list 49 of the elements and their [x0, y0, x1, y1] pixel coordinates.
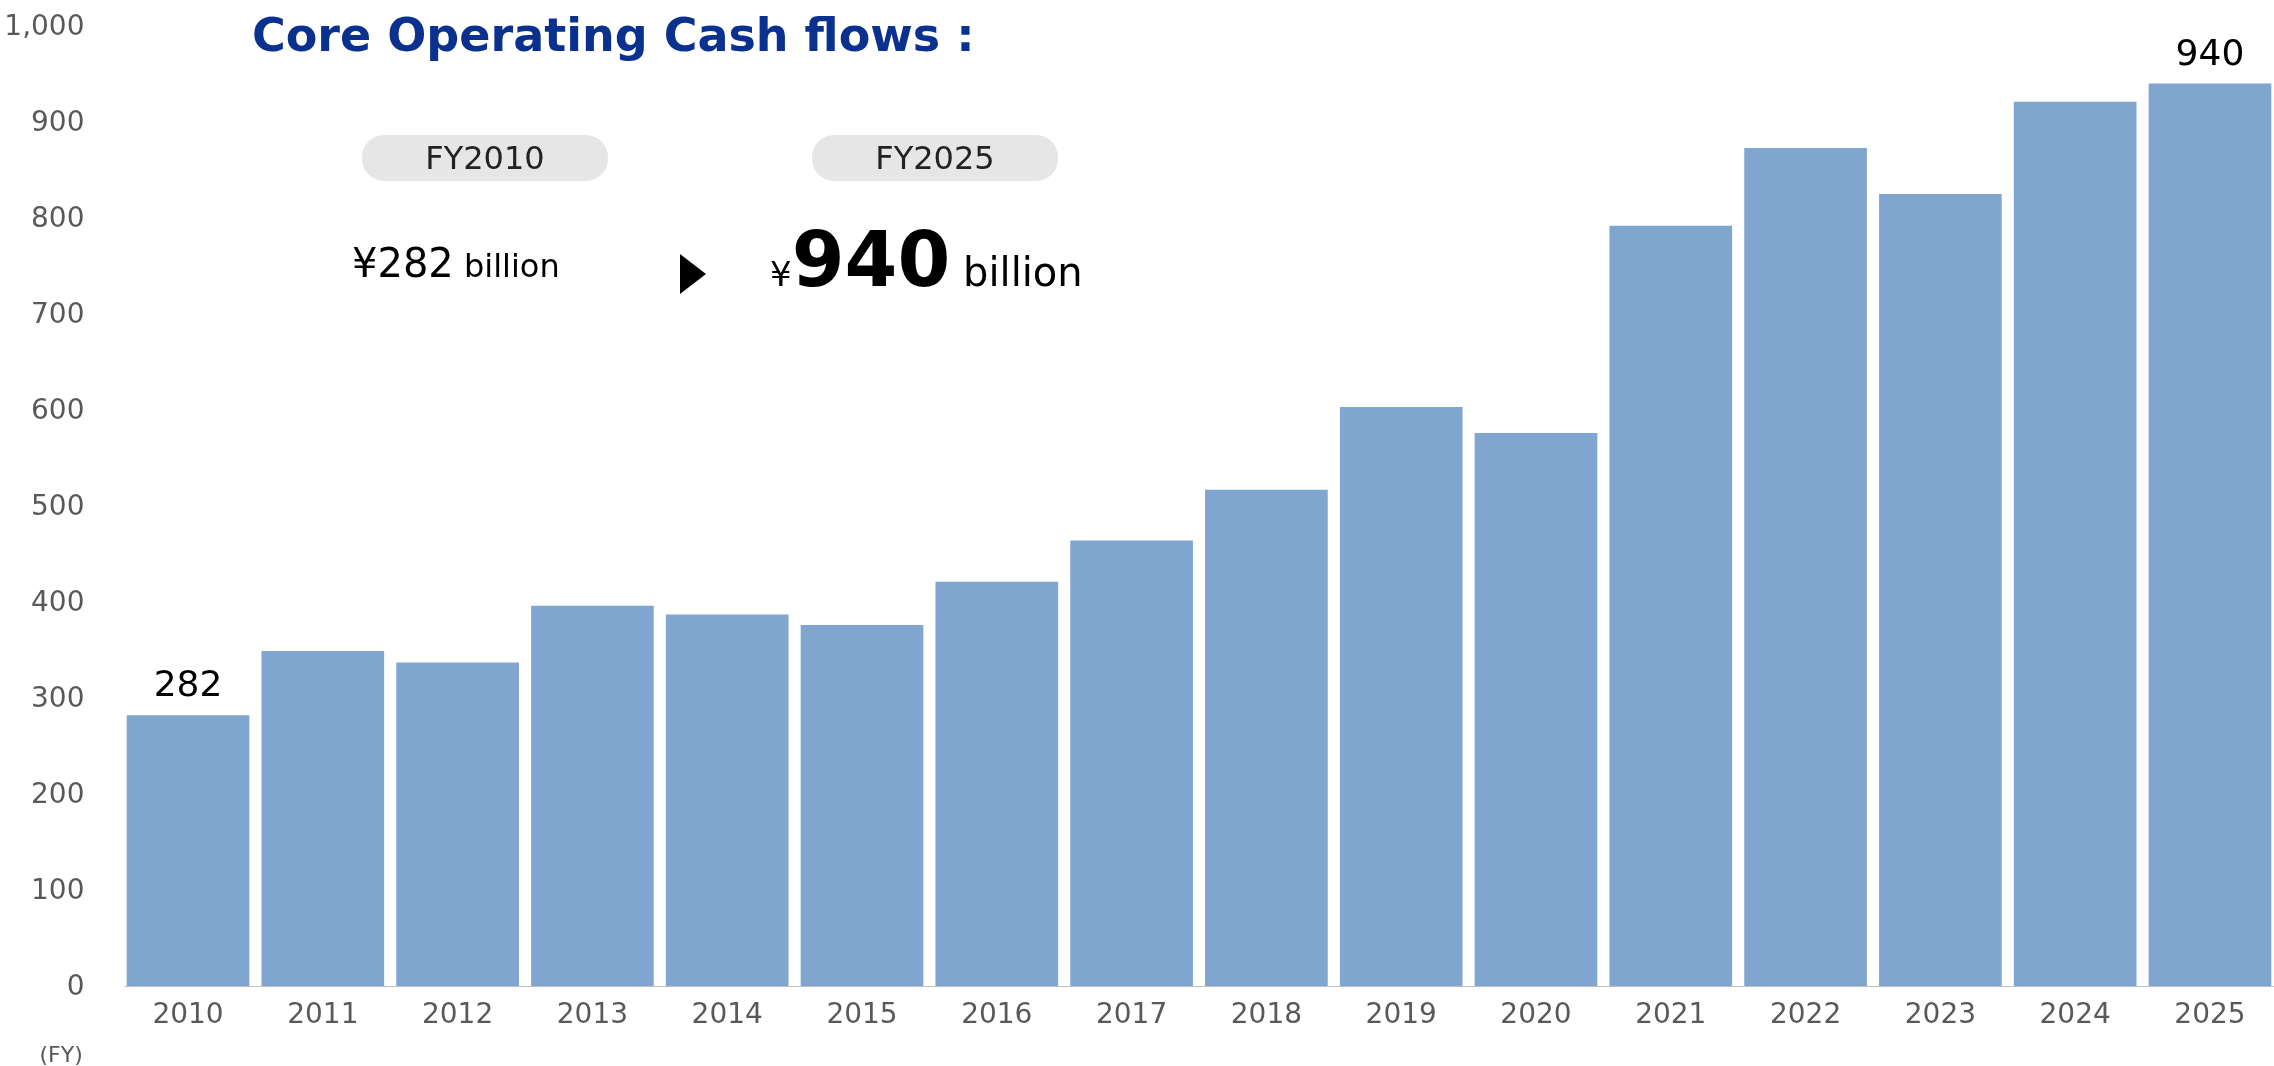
y-tick-label: 0 [66, 968, 85, 1002]
x-tick-label: 2012 [421, 996, 494, 1030]
y-tick-label: 600 [31, 392, 85, 426]
x-tick-label: 2021 [1635, 996, 1707, 1030]
x-tick-label: 2022 [1769, 996, 1842, 1030]
bar [1205, 489, 1328, 986]
bar [531, 605, 654, 986]
bar [1070, 540, 1193, 986]
x-tick-label: 2014 [691, 996, 763, 1030]
y-tick-label: 400 [31, 584, 85, 618]
y-tick-label: 200 [31, 776, 85, 810]
bar [1609, 225, 1733, 986]
x-tick-label: 2018 [1230, 996, 1303, 1030]
y-tick-label: 800 [31, 200, 85, 234]
x-tick-label: 2016 [961, 996, 1033, 1030]
bar [935, 581, 1059, 986]
bar [800, 625, 924, 986]
data-label: 282 [153, 663, 223, 705]
y-tick-label: 100 [31, 872, 85, 906]
x-tick-label: 2013 [556, 996, 629, 1030]
annotation: ¥940 billion [770, 215, 1083, 304]
bar [665, 614, 789, 986]
bar [261, 650, 385, 986]
bar [1744, 147, 1867, 986]
y-tick-label: 1,000 [4, 8, 85, 42]
y-tick-label: 500 [31, 488, 85, 522]
x-tick-label: 2019 [1365, 996, 1437, 1030]
x-tick-label: 2023 [1904, 996, 1977, 1030]
y-tick-label: 900 [31, 104, 85, 138]
bar [2013, 101, 2137, 986]
data-label: 940 [2175, 31, 2245, 73]
annotation: ¥282 billion [352, 240, 560, 286]
y-tick-label: 300 [31, 680, 85, 714]
bar [1339, 407, 1463, 986]
x-tick-label: 2017 [1095, 996, 1168, 1030]
bar [1879, 194, 2002, 986]
bar [396, 662, 519, 986]
x-tick-label: 2011 [287, 996, 359, 1030]
x-tick-label: 2020 [1500, 996, 1572, 1030]
bar [2148, 83, 2272, 986]
chart-title: Core Operating Cash flows : [252, 8, 975, 62]
x-tick-label: 2010 [152, 996, 224, 1030]
x-tick-label: 2024 [2039, 996, 2111, 1030]
x-tick-label: 2015 [826, 996, 898, 1030]
x-tick-label: 2025 [2174, 996, 2246, 1030]
y-tick-label: 700 [31, 296, 85, 330]
bar [126, 715, 250, 986]
bar [1474, 433, 1598, 986]
x-axis-title: (FY) [39, 1041, 83, 1066]
